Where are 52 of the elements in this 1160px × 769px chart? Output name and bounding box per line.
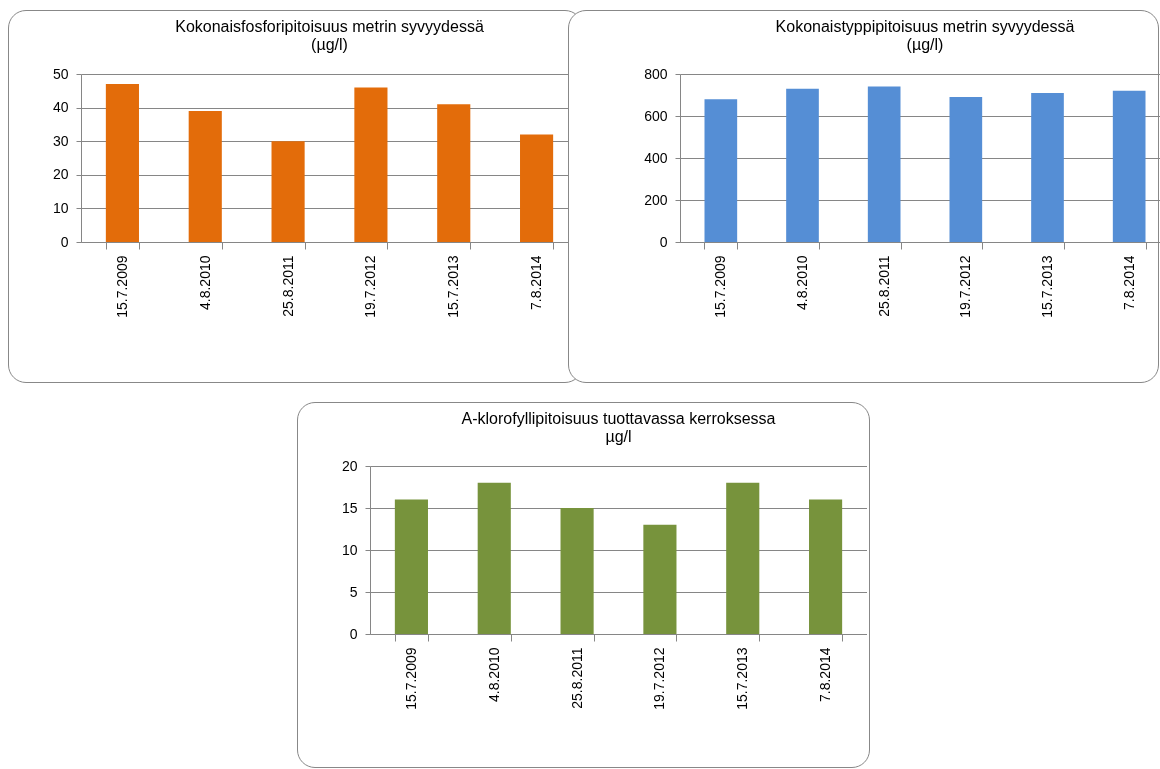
x-tick-label: 7.8.2014	[528, 255, 545, 310]
x-tick-label: 7.8.2014	[817, 647, 834, 702]
bar	[560, 508, 594, 634]
bar	[105, 84, 139, 242]
y-tick-label: 200	[644, 191, 668, 208]
y-tick-label: 20	[341, 457, 358, 474]
y-tick-label: 40	[52, 99, 69, 116]
y-tick-label: 400	[644, 149, 668, 166]
y-tick-label: 800	[644, 65, 668, 82]
x-tick-label: 25.8.2011	[568, 647, 585, 709]
x-tick-label: 4.8.2010	[794, 255, 810, 310]
bar	[188, 110, 222, 242]
bar	[354, 87, 388, 242]
x-tick-label: 25.8.2011	[279, 255, 296, 317]
y-tick-label: 0	[659, 233, 668, 250]
bar	[726, 482, 760, 634]
y-tick-label: 10	[52, 199, 69, 216]
bar	[394, 499, 428, 634]
x-tick-label: 19.7.2012	[651, 647, 668, 710]
bar	[520, 134, 554, 242]
x-tick-label: 15.7.2009	[712, 255, 729, 318]
chart-subtitle: µg/l	[605, 428, 632, 445]
y-tick-label: 600	[644, 107, 668, 124]
x-tick-label: 25.8.2011	[875, 255, 892, 317]
chart-title: Kokonaistyppipitoisuus metrin syvyydessä	[775, 18, 1075, 35]
chart-title: A-klorofyllipitoisuus tuottavassa kerroksessa	[461, 410, 776, 427]
chart-subtitle: (µg/l)	[906, 36, 944, 53]
x-tick-label: 19.7.2012	[957, 255, 974, 318]
y-tick-label: 0	[349, 625, 358, 642]
y-tick-label: 5	[349, 583, 358, 600]
x-tick-label: 4.8.2010	[485, 647, 502, 702]
bar	[643, 524, 677, 634]
x-tick-label: 15.7.2009	[113, 255, 130, 318]
x-tick-label: 15.7.2013	[1039, 255, 1055, 318]
x-tick-label: 15.7.2009	[402, 647, 419, 710]
chart-title: Kokonaisfosforipitoisuus metrin syvyydessä	[175, 18, 484, 35]
bar	[271, 141, 305, 242]
chart-subtitle: (µg/l)	[311, 36, 348, 53]
x-tick-label: 15.7.2013	[445, 255, 462, 318]
bar	[809, 499, 843, 634]
x-tick-label: 7.8.2014	[1120, 255, 1137, 310]
y-tick-label: 15	[341, 499, 358, 516]
x-tick-label: 4.8.2010	[196, 255, 213, 310]
y-tick-label: 50	[52, 65, 69, 82]
bar	[437, 104, 471, 242]
x-tick-label: 19.7.2012	[362, 255, 379, 318]
bar	[477, 482, 511, 634]
y-tick-label: 0	[60, 233, 69, 250]
y-tick-label: 20	[52, 166, 69, 183]
x-tick-label: 15.7.2013	[734, 647, 751, 710]
y-tick-label: 10	[341, 541, 358, 558]
y-tick-label: 30	[52, 132, 69, 149]
